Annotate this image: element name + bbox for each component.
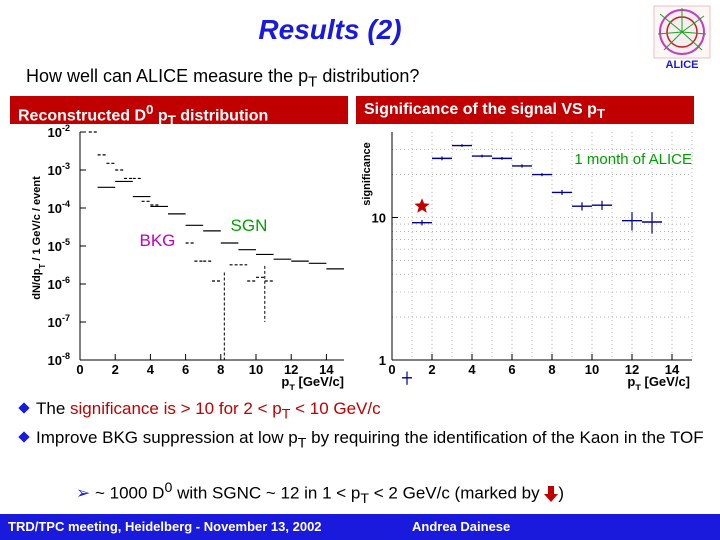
bullet-2-a: Improve BKG suppression at low p bbox=[36, 428, 298, 448]
left-x-tick-label: 2 bbox=[112, 362, 119, 377]
bullet-2-b: by requiring the identification of the K… bbox=[306, 428, 704, 448]
sub-bullet: ➢ ~ 1000 D0 with SGNC ~ 12 in 1 < pT < 2… bbox=[76, 480, 564, 507]
left-y-tick-label: 10-8 bbox=[48, 351, 70, 368]
bullet-2: Improve BKG suppression at low pT by req… bbox=[18, 427, 710, 454]
sub-bullet-d: ) bbox=[558, 483, 564, 503]
left-chart-banner: Reconstructed D0 pT distribution bbox=[10, 96, 348, 128]
sub-bullet-a: ~ 1000 D bbox=[94, 483, 165, 503]
right-x-axis-label: pT [GeV/c] bbox=[627, 374, 690, 390]
bullet-1-b: significance is > 10 for 2 < p bbox=[70, 399, 282, 418]
right-x-tick-label: 2 bbox=[428, 362, 435, 377]
left-x-tick-label: 8 bbox=[217, 362, 224, 377]
right-x-tick-label: 12 bbox=[625, 362, 639, 377]
bullet-1-b-sub: T bbox=[281, 406, 291, 423]
left-chart: dN/dpT / 1 GeV/c / event 0 2 4 6 8 10 12 14 10-… bbox=[10, 124, 348, 390]
left-y-label-sub: T bbox=[38, 264, 47, 269]
right-x-tick-label: 0 bbox=[388, 362, 395, 377]
alice-logo-icon: ALICE bbox=[653, 5, 711, 71]
left-annotation-bkg: BKG bbox=[139, 231, 175, 250]
bullet-1-c: < 10 GeV/c bbox=[290, 399, 381, 418]
left-y-label-post: / 1 GeV/c / event bbox=[31, 176, 43, 264]
left-x-tick-label: 12 bbox=[284, 362, 298, 377]
bullet-diamond-icon bbox=[18, 431, 30, 444]
left-y-tick-label: 10-3 bbox=[48, 161, 70, 178]
left-banner-mid: p bbox=[153, 107, 168, 125]
left-banner-post: distribution bbox=[175, 107, 269, 125]
right-y-axis-label: significance bbox=[361, 142, 373, 206]
left-x-tick-label: 4 bbox=[147, 362, 155, 377]
footer-author: Andrea Dainese bbox=[412, 519, 511, 534]
left-x-label-post: [GeV/c] bbox=[295, 374, 344, 389]
right-chart-banner: Significance of the signal VS pT bbox=[356, 96, 694, 124]
right-x-tick-label: 8 bbox=[548, 362, 555, 377]
subtitle-text-post: distribution? bbox=[317, 66, 420, 86]
left-x-tick-label: 6 bbox=[182, 362, 189, 377]
left-x-label-main: p bbox=[281, 374, 289, 389]
left-x-label-sub: T bbox=[289, 383, 295, 390]
bullet-diamond-icon bbox=[18, 402, 30, 414]
right-x-tick-label: 14 bbox=[665, 362, 680, 377]
right-x-tick-label: 6 bbox=[508, 362, 515, 377]
sub-bullet-sub: T bbox=[360, 491, 370, 508]
sub-bullet-sup: 0 bbox=[164, 480, 173, 496]
right-y-tick-label: 1 bbox=[379, 353, 386, 368]
footer-bar: TRD/TPC meeting, Heidelberg - November 1… bbox=[0, 514, 720, 540]
red-down-arrow-icon bbox=[544, 485, 559, 502]
left-y-label-main: dN/dp bbox=[31, 268, 43, 299]
left-y-tick-label: 10-6 bbox=[48, 275, 70, 292]
logo-text: ALICE bbox=[666, 59, 699, 71]
left-y-tick-label: 10-2 bbox=[48, 124, 70, 140]
left-y-tick-label: 10-5 bbox=[48, 237, 70, 254]
sub-bullet-b: with SGNC ~ 12 in 1 < p bbox=[172, 483, 361, 503]
left-annotation-sgn: SGN bbox=[231, 216, 268, 235]
left-banner-sup: 0 bbox=[146, 102, 154, 117]
left-x-tick-label: 10 bbox=[249, 362, 263, 377]
slide-subtitle: How well can ALICE measure the pT distri… bbox=[26, 66, 419, 91]
right-marked-star-icon bbox=[414, 198, 430, 213]
bullet-1: The significance is > 10 for 2 < pT < 10… bbox=[18, 398, 710, 425]
arrow-bullet-icon: ➢ bbox=[76, 483, 91, 503]
bullet-1-a: The bbox=[36, 399, 71, 418]
right-x-tick-label: 4 bbox=[468, 362, 476, 377]
right-x-label-main: p bbox=[627, 374, 635, 389]
left-x-tick-label: 0 bbox=[76, 362, 83, 377]
left-x-axis-label: pT [GeV/c] bbox=[281, 374, 344, 390]
footer-meeting: TRD/TPC meeting, Heidelberg - November 1… bbox=[8, 519, 322, 534]
right-chart: significance 0 2 4 6 8 10 12 14 1 10 1 month of … bbox=[356, 124, 696, 390]
left-y-tick-label: 10-7 bbox=[48, 313, 70, 330]
left-banner-sub: T bbox=[167, 112, 176, 128]
left-y-tick-label: 10-4 bbox=[48, 199, 70, 216]
right-banner-pre: Significance of the signal VS p bbox=[364, 101, 597, 118]
bullet-list: The significance is > 10 for 2 < pT < 10… bbox=[18, 398, 710, 457]
slide-title: Results (2) bbox=[258, 14, 402, 45]
right-annotation: 1 month of ALICE bbox=[574, 151, 692, 168]
left-x-tick-label: 14 bbox=[319, 362, 334, 377]
subtitle-sub: T bbox=[308, 73, 318, 91]
left-y-axis-label: dN/dpT / 1 GeV/c / event bbox=[31, 176, 47, 300]
subtitle-text-pre: How well can ALICE measure the p bbox=[26, 66, 309, 86]
bullet-2-a-sub: T bbox=[297, 435, 307, 452]
right-y-tick-label: 10 bbox=[372, 211, 386, 226]
left-banner-pre: Reconstructed D bbox=[18, 107, 147, 125]
right-x-label-post: [GeV/c] bbox=[641, 374, 690, 389]
sub-bullet-c: < 2 GeV/c (marked by bbox=[369, 483, 545, 503]
right-x-label-sub: T bbox=[635, 383, 641, 390]
right-banner-sub: T bbox=[596, 106, 606, 122]
right-x-tick-label: 10 bbox=[585, 362, 599, 377]
